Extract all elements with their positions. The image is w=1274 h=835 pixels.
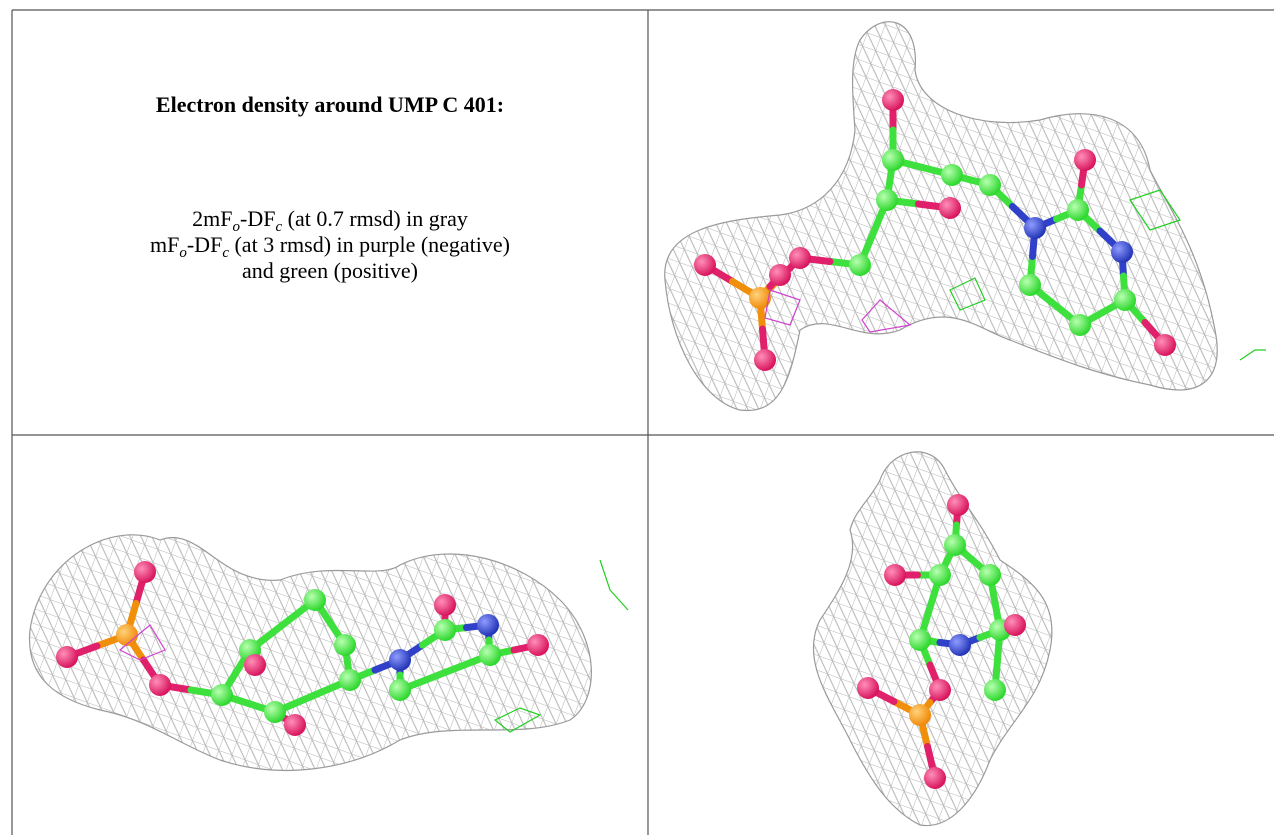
atom (434, 594, 456, 616)
atom (134, 561, 156, 583)
atom (924, 767, 946, 789)
atom (1111, 241, 1133, 263)
atom (876, 189, 898, 211)
legend-subscript: c (222, 245, 229, 261)
atom (527, 634, 549, 656)
difference-density (600, 560, 628, 610)
atom (882, 89, 904, 111)
legend: 2mFo-DFc (at 0.7 rmsd) in gray mFo-DFc (… (12, 206, 648, 284)
atom (1024, 217, 1046, 239)
difference-density (1240, 350, 1266, 360)
atom (939, 197, 961, 219)
legend-text: mF (150, 232, 179, 257)
atom (769, 264, 791, 286)
atom (116, 624, 138, 646)
atom (979, 174, 1001, 196)
legend-line: and green (positive) (12, 258, 648, 284)
atom (149, 674, 171, 696)
atom (244, 654, 266, 676)
atom (694, 254, 716, 276)
legend-subscript: o (179, 245, 187, 261)
atom (339, 669, 361, 691)
atom (211, 684, 233, 706)
atom (941, 164, 963, 186)
atom (389, 649, 411, 671)
atom (1114, 289, 1136, 311)
panel-title: Electron density around UMP C 401: (12, 92, 648, 118)
atom (264, 701, 286, 723)
atom (849, 254, 871, 276)
atom (477, 614, 499, 636)
legend-text: 2mF (192, 206, 232, 231)
atom (1069, 314, 1091, 336)
atom (984, 679, 1006, 701)
atom (909, 629, 931, 651)
atom (1074, 149, 1096, 171)
atom (1004, 614, 1026, 636)
figure-panels (0, 0, 1274, 835)
atom (56, 646, 78, 668)
legend-text: -DF (187, 232, 222, 257)
atom (479, 644, 501, 666)
atom (882, 149, 904, 171)
atom (857, 677, 879, 699)
page: Electron density around UMP C 401: 2mFo-… (0, 0, 1274, 835)
atom (884, 564, 906, 586)
legend-text: and green (positive) (242, 258, 418, 283)
atom (949, 634, 971, 656)
atom (1154, 334, 1176, 356)
atom (929, 679, 951, 701)
atom (284, 714, 306, 736)
legend-text: -DF (240, 206, 275, 231)
legend-text: (at 3 rmsd) in purple (negative) (229, 232, 510, 257)
atom (979, 564, 1001, 586)
atom (909, 704, 931, 726)
atom (1019, 274, 1041, 296)
atom (1067, 199, 1089, 221)
atom (944, 534, 966, 556)
density-mesh (30, 22, 1218, 826)
atom (754, 349, 776, 371)
atom (434, 619, 456, 641)
legend-line: 2mFo-DFc (at 0.7 rmsd) in gray (12, 206, 648, 232)
atom (334, 634, 356, 656)
atom (304, 589, 326, 611)
legend-line: mFo-DFc (at 3 rmsd) in purple (negative) (12, 232, 648, 258)
atom (389, 679, 411, 701)
atom (947, 494, 969, 516)
legend-text: (at 0.7 rmsd) in gray (282, 206, 468, 231)
atom (789, 247, 811, 269)
atom (929, 564, 951, 586)
